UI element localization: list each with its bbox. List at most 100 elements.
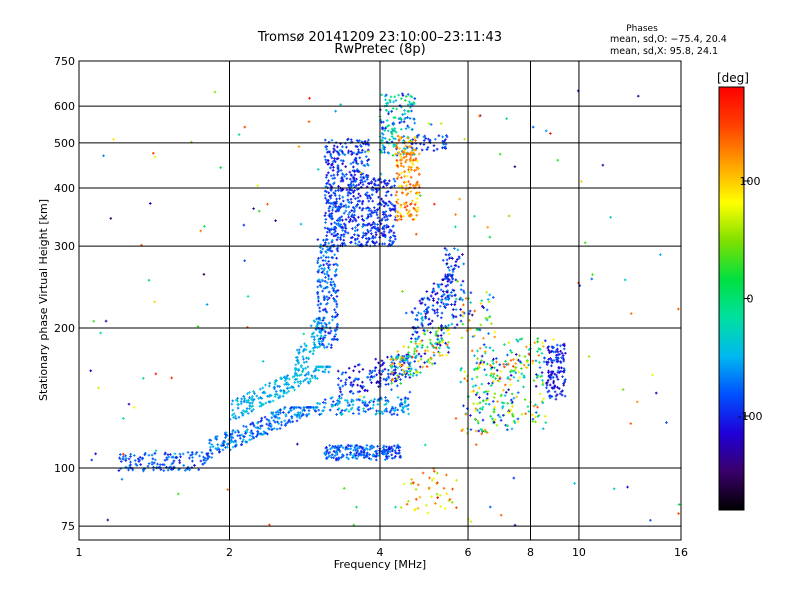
data-point: [158, 463, 162, 467]
data-point: [406, 397, 410, 401]
data-point: [195, 451, 199, 454]
data-point: [298, 414, 301, 418]
data-point: [525, 366, 528, 369]
data-point: [514, 368, 517, 372]
data-point: [290, 386, 294, 389]
data-point: [479, 427, 483, 431]
data-point: [135, 464, 139, 467]
data-point: [390, 229, 393, 233]
data-point: [353, 158, 357, 162]
data-point: [340, 188, 344, 191]
data-point: [360, 214, 364, 218]
data-point: [327, 342, 331, 346]
data-point: [273, 385, 276, 389]
data-point: [665, 421, 668, 424]
data-point: [362, 395, 366, 399]
data-point: [476, 419, 480, 423]
data-point: [406, 136, 410, 140]
data-point: [376, 203, 380, 206]
data-point: [399, 218, 403, 221]
data-point: [402, 345, 406, 348]
data-point: [504, 383, 507, 387]
data-point: [328, 195, 332, 198]
data-point: [559, 370, 563, 373]
data-point: [239, 402, 243, 406]
data-point: [364, 143, 368, 146]
data-point: [557, 387, 561, 390]
data-point: [372, 400, 375, 404]
data-point: [193, 464, 196, 467]
data-point: [445, 258, 449, 262]
data-point: [426, 329, 429, 333]
data-point: [347, 213, 350, 216]
data-point: [319, 318, 322, 322]
data-point: [242, 438, 245, 442]
data-point: [232, 416, 235, 419]
data-point: [143, 453, 147, 456]
data-point: [473, 334, 477, 338]
data-point: [403, 99, 407, 102]
data-point: [452, 308, 455, 311]
data-point: [213, 90, 217, 94]
data-point: [299, 345, 303, 349]
data-point: [326, 159, 330, 162]
data-point: [486, 390, 490, 393]
data-point: [329, 346, 333, 349]
data-point: [394, 406, 397, 410]
data-point: [367, 230, 370, 234]
data-point: [198, 454, 201, 458]
data-point: [344, 223, 347, 227]
data-point: [355, 451, 358, 455]
data-point: [327, 256, 330, 259]
data-point: [273, 381, 277, 384]
data-point: [438, 346, 441, 350]
data-point: [232, 412, 236, 416]
data-point: [415, 166, 419, 169]
data-point: [496, 400, 499, 403]
data-point: [183, 469, 187, 472]
data-point: [339, 202, 343, 206]
data-point: [349, 444, 352, 448]
data-point: [237, 415, 241, 419]
data-point: [513, 419, 516, 423]
data-point: [649, 518, 652, 522]
data-point: [361, 172, 365, 175]
data-point: [396, 356, 400, 360]
data-point: [480, 299, 484, 302]
data-point: [394, 193, 398, 197]
data-point: [427, 317, 431, 321]
data-point: [320, 321, 323, 325]
data-point: [365, 194, 368, 197]
data-point: [474, 429, 478, 433]
data-point: [470, 349, 474, 353]
data-point: [454, 308, 458, 311]
data-point: [250, 437, 254, 441]
data-point: [407, 109, 411, 113]
data-point: [282, 407, 286, 411]
y-tick-label: 400: [54, 182, 75, 195]
data-point: [268, 422, 272, 425]
data-point: [451, 487, 454, 491]
data-point: [362, 176, 366, 180]
data-point: [498, 363, 502, 366]
data-point: [326, 448, 329, 452]
data-point: [390, 243, 394, 246]
data-point: [136, 457, 140, 461]
data-point: [482, 343, 486, 346]
data-point: [560, 366, 563, 370]
data-point: [351, 213, 354, 217]
data-point: [150, 453, 154, 457]
data-point: [502, 388, 505, 392]
data-point: [356, 196, 360, 200]
data-point: [335, 268, 338, 271]
data-point: [335, 314, 339, 318]
data-point: [307, 120, 311, 123]
data-point: [300, 414, 303, 418]
data-point: [549, 370, 553, 374]
data-point: [468, 319, 471, 322]
data-point: [546, 346, 550, 350]
data-point: [419, 194, 422, 197]
data-point: [456, 248, 460, 252]
data-point: [362, 231, 365, 235]
data-point: [358, 398, 362, 402]
